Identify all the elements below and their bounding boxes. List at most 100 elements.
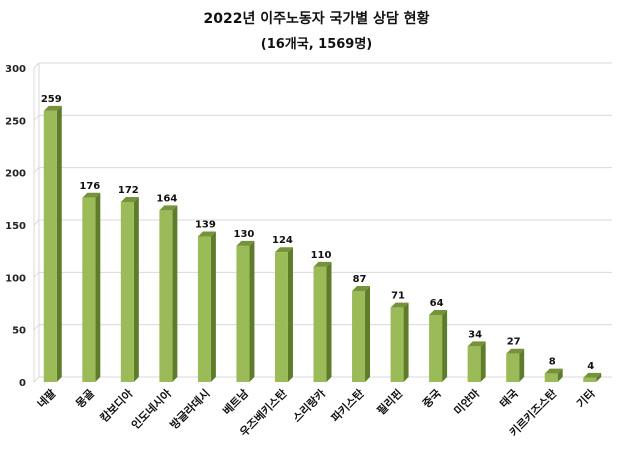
bar [159, 205, 178, 382]
bar-front [544, 373, 558, 382]
bar-front [467, 346, 481, 382]
bar-top [506, 348, 525, 354]
x-tick-label: 중국 [420, 387, 444, 411]
data-label: 64 [430, 298, 444, 309]
data-label: 87 [353, 274, 367, 285]
x-tick-label: 캄보디아 [97, 386, 136, 425]
bar [313, 261, 332, 382]
bar-side [596, 372, 602, 382]
bar-side [442, 310, 448, 382]
bar [429, 310, 448, 382]
bar-side [210, 231, 216, 382]
bar-top [197, 231, 216, 237]
bar [120, 196, 139, 382]
bar-front [120, 201, 134, 382]
bar [467, 341, 486, 382]
x-tick-label: 베트남 [220, 386, 251, 417]
gridlines [33, 62, 612, 383]
gridline [33, 62, 612, 69]
data-label: 71 [391, 291, 405, 302]
data-label: 8 [549, 357, 556, 368]
bar-top [583, 372, 602, 378]
gridline [33, 167, 612, 174]
bar-side [172, 205, 178, 382]
y-tick-label: 0 [19, 378, 26, 389]
bar-front [429, 315, 443, 382]
chart-title: 2022년 이주노동자 국가별 상담 현황 [203, 11, 430, 27]
bar-front [274, 252, 288, 382]
gridline [33, 114, 612, 121]
y-axis: 0 50 100 150 200 250 300 [5, 64, 26, 389]
bar [390, 302, 409, 382]
chart-subtitle: (16개국, 1569명) [260, 37, 373, 52]
bar-front [583, 377, 597, 382]
bar [352, 285, 371, 382]
data-label: 4 [587, 361, 594, 372]
bar-top [159, 205, 178, 211]
x-tick-label: 파키스탄 [328, 386, 367, 425]
bar-top [120, 196, 139, 202]
data-label: 27 [507, 337, 521, 348]
bar-side [403, 302, 409, 382]
bar-side [56, 105, 62, 382]
bar-front [506, 353, 520, 382]
bar-top [467, 341, 486, 347]
bar [197, 231, 216, 382]
data-label: 110 [311, 250, 332, 261]
gridline [33, 219, 612, 226]
bar [274, 247, 293, 382]
bar-top [236, 240, 255, 246]
data-label: 124 [272, 235, 293, 246]
bar-top [313, 261, 332, 267]
bar-front [313, 266, 327, 382]
bar-top [274, 247, 293, 253]
bar-top [429, 310, 448, 316]
data-label: 176 [79, 181, 100, 192]
bars [43, 105, 602, 382]
x-tick-label: 인도네시아 [128, 386, 174, 432]
bar-top [82, 192, 101, 198]
bar-side [519, 348, 525, 382]
y-tick-label: 150 [5, 221, 26, 232]
bar [544, 368, 563, 382]
y-tick-label: 250 [5, 116, 26, 127]
bar-side [133, 196, 139, 382]
data-labels: 259 176 172 164 139 130 124 110 87 71 64 34 27 8 4 [41, 94, 594, 372]
bar-side [95, 192, 101, 382]
x-tick-label: 태국 [497, 386, 521, 410]
bar-top [390, 302, 409, 308]
y-tick-label: 50 [12, 326, 26, 337]
data-label: 139 [195, 220, 216, 231]
bar-front [352, 290, 366, 382]
bar [43, 105, 62, 382]
x-tick-label: 몽골 [73, 387, 97, 411]
bar-front [197, 236, 211, 382]
bar-side [480, 341, 486, 382]
data-label: 172 [118, 185, 139, 196]
x-tick-label: 방글라데시 [167, 386, 213, 432]
bar-top [544, 368, 563, 374]
x-tick-label: 스리랑카 [290, 386, 329, 425]
bar-front [82, 197, 96, 382]
bar-front [236, 245, 250, 382]
bar-side [326, 261, 332, 382]
bar [236, 240, 255, 382]
data-label: 164 [156, 193, 177, 204]
x-tick-label: 필리핀 [374, 386, 405, 417]
bar-side [365, 285, 371, 382]
bar-side [249, 240, 255, 382]
bar [506, 348, 525, 382]
bar-side [557, 368, 563, 382]
bar-top [43, 105, 62, 111]
data-label: 130 [233, 229, 254, 240]
bar [82, 192, 101, 382]
y-tick-label: 200 [5, 169, 26, 180]
bar-front [43, 110, 57, 382]
data-label: 259 [41, 94, 62, 105]
y-tick-label: 300 [5, 64, 26, 75]
bar-front [390, 307, 404, 382]
bar-side [287, 247, 293, 382]
x-tick-label: 네팔 [34, 386, 58, 410]
